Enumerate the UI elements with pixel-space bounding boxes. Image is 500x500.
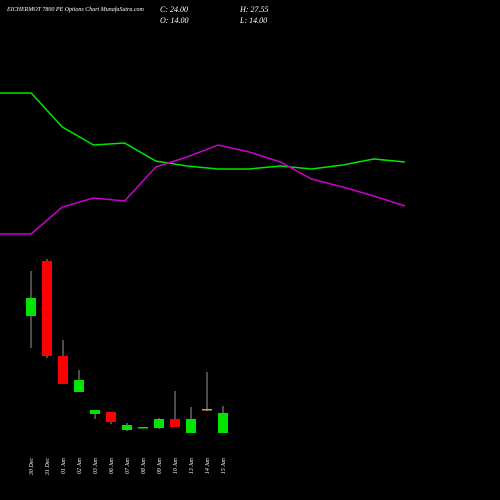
candle-body (170, 419, 180, 427)
open-info: O: 14.00 (160, 16, 188, 25)
x-tick-label: 09 Jan (157, 458, 163, 474)
candle-body (154, 419, 164, 428)
x-tick-label: 31 Dec (45, 458, 51, 476)
x-tick-label: 13 Jan (189, 458, 195, 474)
candle-body (186, 419, 196, 433)
chart-title: EICHERMOT 7800 PE Options Chart MunafaSu… (6, 6, 145, 13)
indicator-line (0, 144, 406, 235)
low-info: L: 14.00 (239, 16, 267, 25)
x-tick-label: 02 Jan (77, 458, 83, 474)
x-tick-label: 14 Jan (204, 458, 211, 474)
x-tick-label: 07 Jan (125, 458, 131, 474)
x-tick-label: 08 Jan (141, 458, 147, 474)
candle-body (106, 412, 116, 422)
x-tick-label: 03 Jan (93, 458, 99, 474)
x-tick-label: 10 Jan (173, 458, 179, 474)
close-info: C: 24.00 (160, 5, 188, 14)
candle-body (218, 413, 228, 433)
candle-body (74, 380, 84, 392)
x-tick-label: 06 Jan (109, 458, 115, 474)
candle-body (122, 425, 132, 430)
x-tick-label: 15 Jan (221, 458, 227, 474)
indicator-line (0, 92, 406, 170)
candle-body (58, 356, 68, 384)
candle-body (138, 427, 148, 429)
high-info: H: 27.55 (239, 5, 268, 14)
candle-body (202, 409, 212, 411)
x-tick-label: 01 Jan (61, 458, 67, 474)
x-tick-label: 30 Dec (29, 458, 35, 476)
candle-body (90, 410, 100, 414)
candle-body (26, 298, 36, 316)
candle-body (42, 261, 52, 356)
